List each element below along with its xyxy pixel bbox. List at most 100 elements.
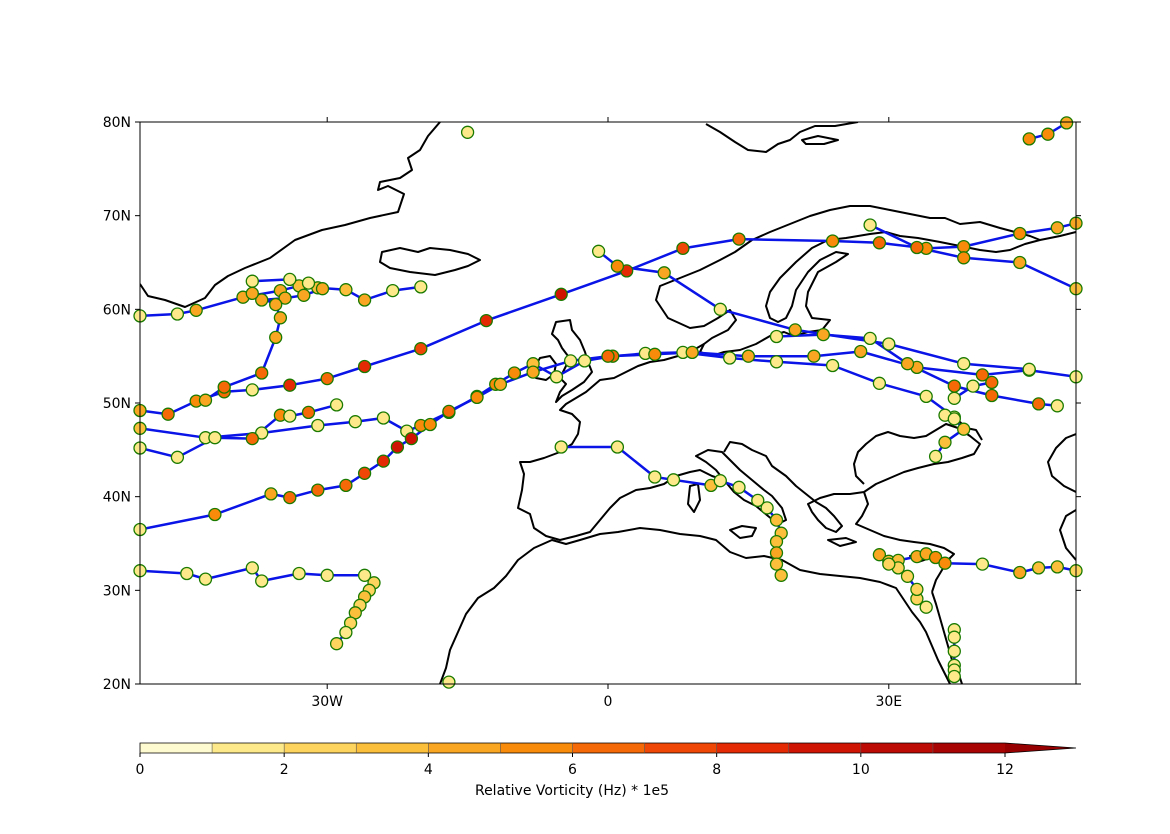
track-point-marker: [479, 313, 493, 328]
track-point-marker: [549, 370, 564, 384]
track-point-marker: [320, 568, 334, 582]
track-point-marker: [1050, 560, 1064, 574]
track-point-marker: [591, 244, 606, 258]
track-point-marker: [283, 409, 297, 423]
lat-tick-label: 20N: [103, 677, 131, 693]
track-point-marker: [1022, 132, 1036, 146]
colorbar-tick-label: 10: [852, 762, 870, 778]
track-point-marker: [460, 125, 475, 139]
track-point-marker: [507, 366, 522, 380]
track-point-marker: [348, 415, 362, 429]
track-point-marker: [648, 347, 662, 361]
svalbard-coast: [705, 122, 859, 153]
track-point-marker: [577, 354, 592, 368]
track-point-marker: [947, 669, 961, 684]
track-point-marker: [329, 637, 344, 651]
track-point-marker: [180, 566, 194, 581]
track-point-marker: [245, 286, 259, 301]
track-point-marker: [339, 283, 353, 297]
lat-tick-label: 80N: [103, 115, 131, 131]
colorbar-segment: [860, 743, 934, 753]
track-point-marker: [269, 330, 283, 345]
track-point-marker: [1050, 221, 1064, 235]
sicily-coast: [729, 525, 757, 539]
black-sea-coast: [853, 423, 981, 493]
colorbar-label: Relative Vorticity (Hz) * 1e5: [475, 783, 669, 799]
track-point-marker: [255, 574, 269, 588]
track-point-marker: [170, 450, 185, 464]
track-point-marker: [676, 241, 690, 256]
track-point-marker: [329, 398, 344, 412]
track-point-marker: [1022, 362, 1036, 376]
track-point-marker: [788, 323, 802, 337]
lat-tick-label: 70N: [103, 209, 131, 225]
colorbar-segment: [716, 743, 790, 753]
track-point-marker: [919, 389, 933, 404]
track-point-marker: [315, 282, 330, 296]
track-point-marker: [245, 383, 259, 397]
track-point-marker: [376, 411, 391, 425]
colorbar-segment: [284, 743, 357, 753]
lat-axis-right: [1076, 121, 1081, 685]
track-point-marker: [301, 276, 316, 290]
colorbar-tick-label: 2: [280, 762, 289, 778]
lon-axis-bottom: 30W 0 30E: [311, 684, 902, 710]
lat-tick-label: 60N: [103, 302, 131, 318]
track-point-marker: [255, 293, 269, 307]
track-point-marker: [320, 371, 334, 386]
track-point-marker: [769, 513, 784, 527]
colorbar-segment: [428, 743, 501, 753]
arabia-coast: [1047, 433, 1076, 493]
colorbar-tick-label: 6: [568, 762, 577, 778]
track-point-marker: [769, 546, 784, 560]
track-point-marker: [769, 355, 784, 369]
track-point-marker: [404, 431, 419, 446]
track-point-marker: [966, 379, 980, 393]
track-point-marker: [493, 377, 508, 391]
track-point-marker: [713, 302, 727, 316]
track-point-marker: [957, 251, 971, 265]
track-point-marker: [610, 440, 625, 454]
track-point-marker: [423, 417, 437, 432]
track-point-marker: [189, 303, 203, 317]
colorbar-tick-label: 0: [136, 762, 145, 778]
track-point-marker: [283, 490, 297, 505]
greenland-coast: [140, 122, 441, 308]
track-point-marker: [283, 272, 297, 287]
track-point-marker: [760, 501, 774, 515]
track-point-marker: [816, 327, 830, 342]
track-point-marker: [414, 280, 428, 294]
track-point-marker: [947, 644, 961, 658]
track-point-marker: [292, 566, 306, 581]
track-point-marker: [245, 561, 259, 575]
track-point-marker: [985, 375, 999, 390]
track-point-marker: [161, 407, 175, 421]
colorbar-tick-label: 12: [996, 762, 1014, 778]
track-point-marker: [442, 404, 456, 419]
track-point-marker: [297, 288, 311, 302]
track-point-marker: [769, 534, 784, 549]
track-point-marker: [442, 675, 456, 689]
track-point-marker: [947, 391, 961, 405]
track-point-marker: [919, 600, 933, 614]
track-point-marker: [198, 572, 213, 586]
track-point-marker: [311, 483, 325, 497]
track-point-marker: [910, 582, 924, 597]
lat-axis-left: 80N 70N 60N 50N 40N 30N 20N: [103, 115, 140, 693]
track-point-marker: [245, 274, 259, 288]
track-point-marker: [339, 478, 353, 493]
colorbar-segment: [212, 743, 285, 753]
track-point-marker: [882, 557, 896, 571]
track-point-marker: [685, 345, 699, 360]
track-point-marker: [900, 569, 915, 583]
track-point-marker: [975, 557, 990, 571]
track-point-marker: [769, 557, 784, 571]
lon-axis-top: [326, 117, 890, 122]
track-point-marker: [732, 232, 746, 246]
track-point-marker: [563, 354, 578, 368]
track-point-marker: [769, 329, 784, 344]
continental-coast: [517, 343, 725, 541]
track-point-marker: [1013, 255, 1027, 270]
track-point-marker: [751, 493, 765, 508]
